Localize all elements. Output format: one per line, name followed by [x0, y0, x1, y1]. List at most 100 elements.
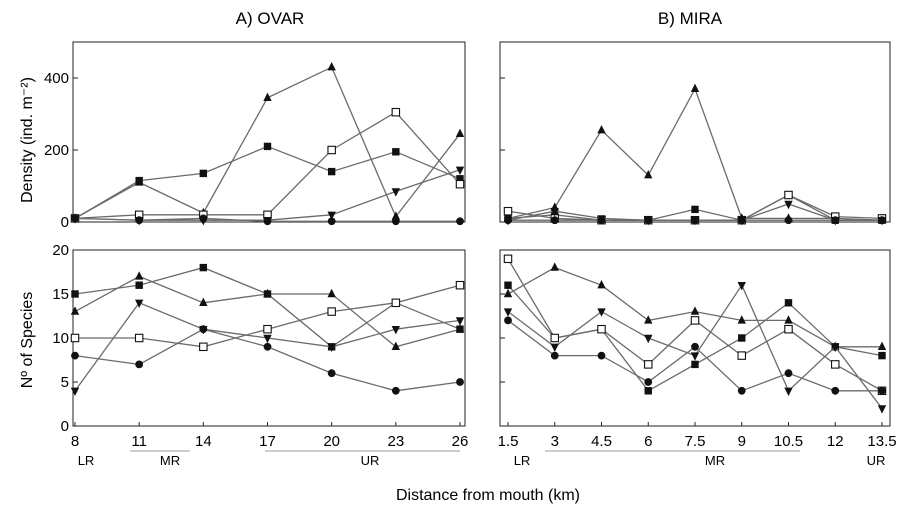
- y-tick-label: 15: [52, 286, 69, 303]
- data-point-square-open: [391, 298, 401, 308]
- data-point-square-open: [784, 324, 793, 334]
- x-tick-label: 9: [738, 433, 746, 450]
- data-point-square-open: [830, 360, 840, 369]
- data-point-circle-filled: [71, 214, 79, 223]
- data-point-triangle-down: [877, 405, 887, 414]
- data-point-circle-filled: [644, 216, 653, 225]
- x-tick-label: 8: [71, 433, 79, 450]
- y-tick-label: 20: [52, 242, 69, 259]
- data-point-triangle-up: [550, 262, 559, 271]
- panel-ovar-density: 0 200 400: [44, 41, 466, 231]
- x-tick-label: 13.5: [867, 433, 896, 450]
- zone-label-a-lr: LR: [78, 453, 95, 468]
- plot-frame: [499, 41, 891, 223]
- x-tick-label: 14: [195, 433, 212, 450]
- zone-label-a-ur: UR: [361, 453, 380, 468]
- x-tick-label: 10.5: [774, 433, 803, 450]
- data-point-circle-filled: [135, 216, 144, 225]
- data-point-circle-filled: [597, 216, 606, 225]
- data-point-square-filled: [784, 299, 793, 307]
- data-point-triangle-up: [263, 92, 272, 101]
- data-point-triangle-down: [644, 334, 653, 344]
- series-circle-filled: [504, 316, 886, 395]
- data-point-square-open: [327, 145, 336, 155]
- data-point-triangle-up: [690, 83, 700, 92]
- series-circle-filled: [504, 216, 886, 225]
- data-point-circle-filled: [737, 216, 746, 225]
- data-point-square-filled: [392, 148, 400, 156]
- x-tick-label: 4.5: [591, 433, 612, 450]
- data-point-square-open: [134, 333, 144, 343]
- data-point-circle-filled: [784, 216, 793, 225]
- series-triangle-down: [70, 299, 465, 396]
- density-axis-label: Density (ind. m⁻²): [19, 77, 36, 203]
- zone-label-b-ur: UR: [867, 453, 886, 468]
- panel-title-mira: B) MIRA: [658, 9, 723, 28]
- series-triangle-up: [503, 262, 887, 350]
- data-point-triangle-up: [877, 341, 887, 350]
- data-point-square-filled: [738, 334, 746, 342]
- data-point-triangle-up: [644, 315, 653, 324]
- data-point-square-filled: [199, 169, 208, 178]
- y-tick-label: 400: [44, 70, 69, 87]
- data-point-square-open: [784, 190, 793, 200]
- data-point-square-open: [503, 206, 513, 216]
- data-point-triangle-up: [597, 280, 606, 289]
- x-tick-label: 6: [644, 433, 652, 450]
- data-point-triangle-up: [597, 125, 606, 134]
- y-tick-label: 200: [44, 142, 69, 159]
- data-point-circle-filled: [878, 386, 886, 395]
- data-point-triangle-up: [70, 306, 80, 315]
- series-line: [507, 87, 883, 221]
- panel-title-ovar: A) OVAR: [236, 9, 305, 28]
- data-point-square-open: [199, 342, 208, 352]
- x-tick-label: 23: [387, 433, 404, 450]
- x-tick-label: 1.5: [498, 433, 519, 450]
- data-point-circle-filled: [737, 386, 746, 395]
- x-tick-label: 3: [551, 433, 559, 450]
- data-point-triangle-down: [391, 188, 401, 197]
- series-square-open: [503, 254, 887, 396]
- x-tick-label: 17: [259, 433, 276, 450]
- x-tick-label: 20: [323, 433, 340, 450]
- series-triangle-up: [503, 83, 887, 224]
- series-circle-filled: [71, 214, 464, 226]
- data-point-triangle-down: [327, 211, 336, 220]
- y-tick-label: 5: [61, 374, 69, 391]
- data-point-square-filled: [135, 176, 143, 185]
- data-point-square-open: [643, 360, 653, 369]
- data-point-triangle-up: [134, 271, 144, 280]
- data-point-square-filled: [263, 142, 272, 151]
- data-point-triangle-down: [597, 308, 606, 317]
- series-square-filled: [504, 281, 886, 395]
- data-point-triangle-up: [644, 170, 653, 179]
- x-tick-label: 11: [131, 433, 147, 450]
- data-point-square-filled: [691, 360, 699, 369]
- data-point-circle-filled: [597, 351, 606, 360]
- y-tick-label: 0: [61, 418, 69, 435]
- panel-ovar-species: 0 5 10 15 20 8 11 14 17 20 23 26: [52, 242, 468, 450]
- series-square-filled: [71, 142, 464, 223]
- data-point-circle-filled: [456, 217, 464, 226]
- data-point-triangle-down: [690, 352, 700, 361]
- data-point-square-filled: [644, 387, 652, 395]
- data-point-circle-filled: [831, 386, 840, 395]
- data-point-square-open: [455, 179, 465, 189]
- data-point-square-open: [597, 324, 606, 334]
- data-point-triangle-down: [134, 299, 144, 308]
- x-tick-label: 7.5: [685, 433, 706, 450]
- series-square-open: [70, 280, 465, 352]
- y-tick-label: 0: [61, 214, 69, 231]
- data-point-circle-filled: [327, 217, 336, 226]
- data-point-square-filled: [71, 290, 79, 298]
- data-point-square-filled: [504, 281, 512, 289]
- data-point-circle-filled: [263, 217, 272, 226]
- data-point-triangle-down: [784, 387, 793, 396]
- data-point-triangle-down: [831, 343, 840, 352]
- data-point-triangle-down: [455, 317, 465, 326]
- series-line: [507, 258, 883, 392]
- data-point-square-filled: [878, 351, 886, 360]
- data-point-square-filled: [135, 281, 143, 289]
- data-point-triangle-up: [327, 288, 336, 298]
- data-point-square-filled: [456, 175, 464, 183]
